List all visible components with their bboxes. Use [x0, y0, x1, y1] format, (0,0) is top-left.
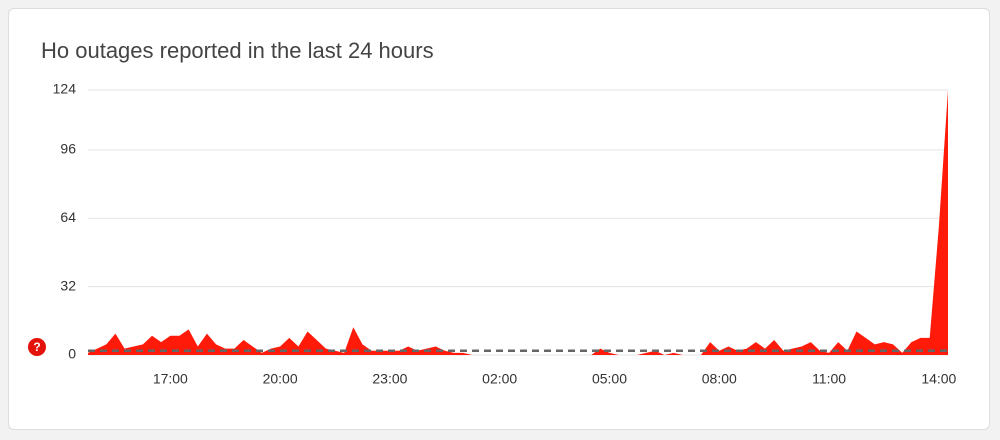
y-tick-label: 0 [68, 346, 76, 362]
x-tick-label: 05:00 [592, 371, 627, 387]
card [8, 8, 990, 430]
x-tick-label: 11:00 [812, 371, 846, 387]
x-tick-label: 02:00 [482, 371, 517, 387]
x-tick-label: 23:00 [372, 371, 407, 387]
x-tick-label: 20:00 [263, 371, 298, 387]
help-icon[interactable]: ? [33, 340, 40, 354]
help-icon-circle[interactable] [28, 338, 46, 356]
x-tick-label: 17:00 [153, 371, 188, 387]
y-tick-label: 64 [60, 209, 76, 225]
outage-area [88, 90, 948, 355]
x-tick-label: 08:00 [702, 371, 737, 387]
x-tick-label: 14:00 [921, 371, 956, 387]
y-tick-label: 96 [60, 141, 76, 157]
chart-title: Ho outages reported in the last 24 hours [41, 38, 434, 63]
y-tick-label: 124 [53, 81, 77, 97]
y-tick-label: 32 [60, 277, 76, 293]
